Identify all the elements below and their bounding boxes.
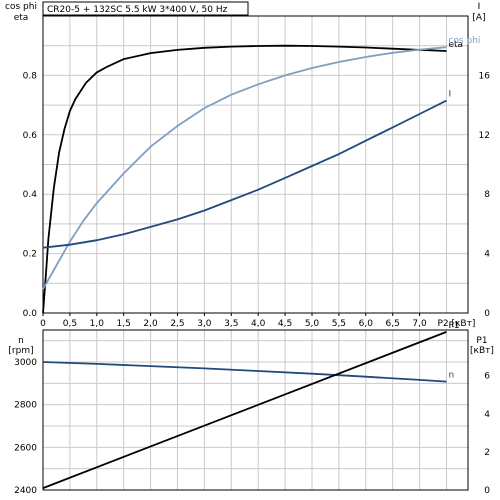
bottom-series-label-n: n: [448, 371, 454, 381]
top-series-eta: [42, 44, 447, 314]
bottom-series-p1: [42, 331, 447, 489]
bottom-right-y-tick-label: 2: [484, 448, 490, 458]
bottom-chart-series: [42, 331, 447, 489]
top-right-y-tick-label: 8: [484, 190, 490, 200]
x-tick-label: 5,5: [332, 319, 346, 329]
x-tick-label: 4,0: [251, 319, 266, 329]
top-right-y-tick-label: 16: [479, 71, 491, 81]
top-series-cos-phi: [42, 46, 447, 290]
x-tick-label: 3,0: [197, 319, 212, 329]
top-series-i: [42, 99, 447, 249]
top-left-y-tick-label: 0.8: [23, 71, 38, 81]
top-chart-series: [42, 44, 447, 314]
top-right-y-tick-label: 0: [484, 309, 490, 319]
bottom-left-axis-label-line1: n: [18, 336, 24, 346]
bottom-right-axis-label-line2: [кВт]: [470, 346, 494, 356]
x-tick-label: 3,5: [224, 319, 238, 329]
top-right-y-tick-label: 4: [484, 250, 490, 260]
x-tick-label: 0,5: [63, 319, 77, 329]
bottom-chart-grid: [42, 329, 469, 491]
top-chart-grid: [42, 15, 469, 314]
top-right-axis-label-line1: I: [478, 2, 481, 12]
bottom-left-axis-label-line2: [rpm]: [8, 346, 33, 356]
x-tick-label: 1,0: [90, 319, 105, 329]
bottom-right-y-tick-label: 0: [484, 486, 490, 496]
top-series-label-cos-phi: cos phi: [448, 36, 480, 46]
x-tick-label: 2,0: [143, 319, 158, 329]
x-axis-unit-label: P2 [кВт]: [437, 319, 475, 329]
top-left-y-tick-label: 0.4: [23, 190, 38, 200]
x-tick-label: 0: [40, 319, 46, 329]
bottom-right-axis-label-line1: P1: [476, 336, 487, 346]
bottom-series-label-p1: P1: [448, 321, 459, 331]
bottom-left-y-tick-label: 2400: [14, 486, 37, 496]
x-tick-label: 2,5: [170, 319, 184, 329]
bottom-left-y-tick-label: 3000: [14, 358, 37, 368]
bottom-left-y-tick-label: 2800: [14, 401, 37, 411]
top-left-axis-label-line1: cos phi: [5, 2, 37, 12]
bottom-left-y-tick-label: 2600: [14, 443, 37, 453]
x-tick-label: 6,5: [386, 319, 400, 329]
bottom-right-y-tick-label: 4: [484, 410, 490, 420]
chart-labels: 0 0,5 1,0 1,5 2,0 2,5 3,0 3,5 4,0 4,5 5,0 5,5 6,0 6,5…: [5, 2, 494, 496]
top-chart-frame: [42, 15, 469, 314]
bottom-chart-frame: [42, 329, 469, 491]
x-tick-label: 1,5: [117, 319, 131, 329]
top-right-y-tick-label: 12: [479, 131, 490, 141]
top-series-label-i: I: [448, 90, 451, 100]
chart-title-box: [42, 1, 249, 16]
top-left-y-tick-label: 0.6: [23, 131, 38, 141]
top-left-axis-label-line2: eta: [14, 13, 29, 23]
top-left-y-tick-label: 0.2: [23, 250, 37, 260]
bottom-right-y-tick-label: 6: [484, 372, 490, 382]
x-tick-label: 7,0: [412, 319, 427, 329]
x-tick-label: 4,5: [278, 319, 292, 329]
x-tick-label: 5,0: [305, 319, 320, 329]
x-tick-label: 6,0: [359, 319, 374, 329]
top-series-label-eta: eta: [448, 40, 463, 50]
top-right-axis-label-line2: [A]: [472, 13, 485, 23]
top-left-y-tick-label: 0.0: [23, 309, 38, 319]
bottom-series-n: [42, 361, 447, 383]
chart-title: CR20-5 + 132SC 5.5 kW 3*400 V, 50 Hz: [47, 5, 228, 15]
